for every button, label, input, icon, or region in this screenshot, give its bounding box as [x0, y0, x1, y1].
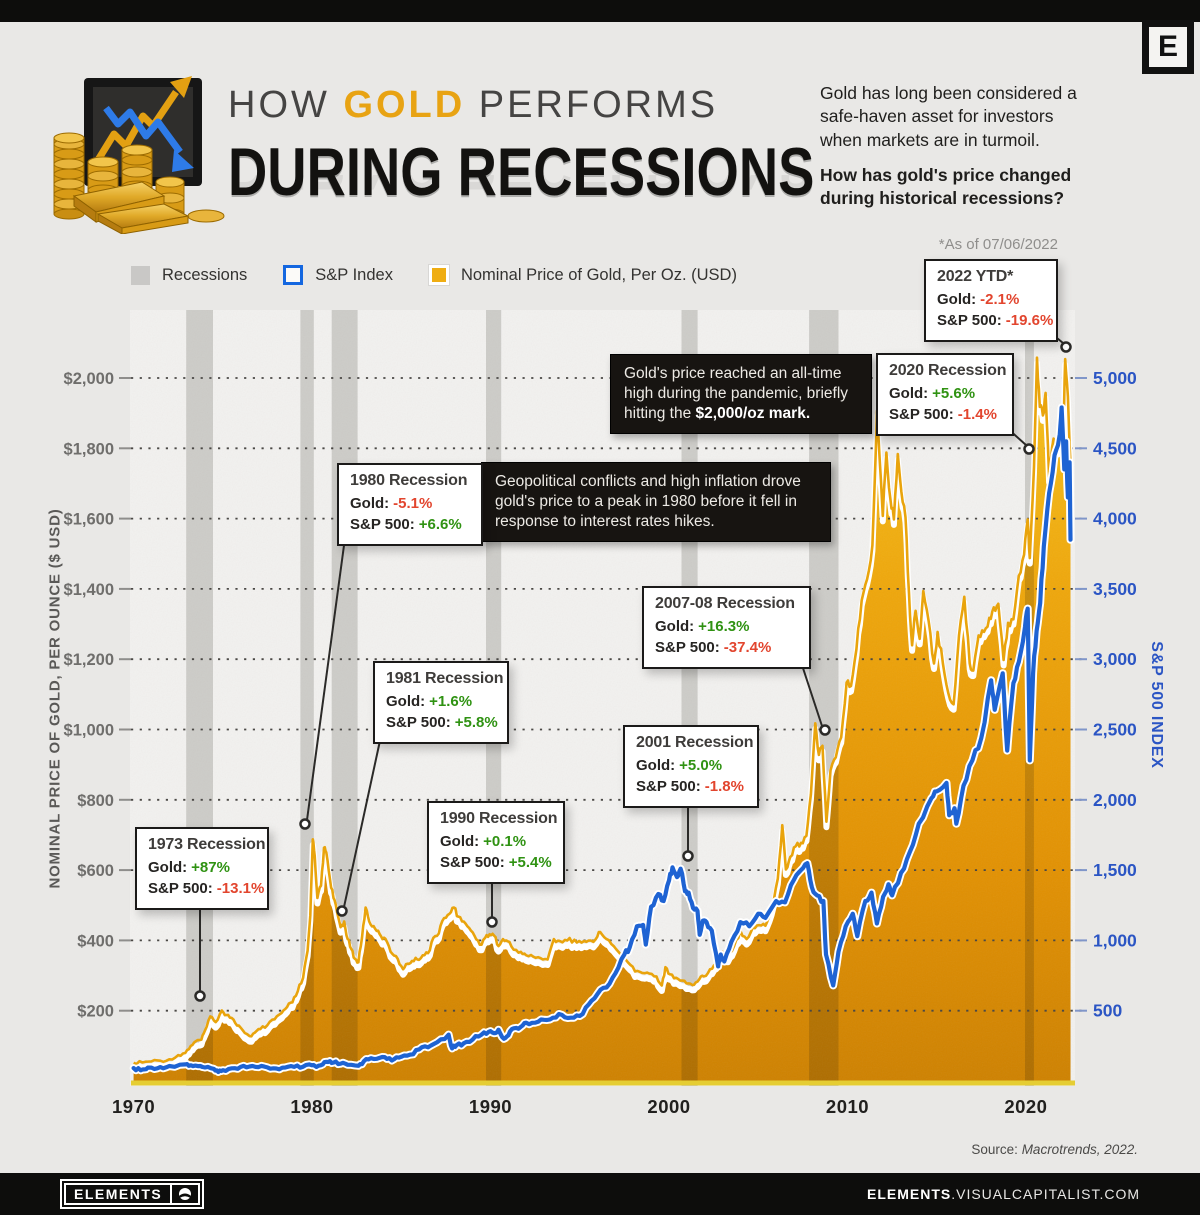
blue-arrow-icon	[103, 105, 183, 155]
elements-logo-icon	[172, 1183, 201, 1205]
callout-row-gold: Gold: +1.6%	[386, 693, 473, 710]
callout-row-sp: S&P 500: -13.1%	[148, 880, 265, 898]
intro-question: How has gold's price changed during hist…	[820, 164, 1072, 209]
footer-site-url: ELEMENTS.VISUALCAPITALIST.COM	[866, 1186, 1140, 1202]
eyebrow-post: PERFORMS	[465, 84, 719, 126]
legend-label: Recessions	[162, 265, 248, 284]
callout-title: 1990 Recession	[440, 810, 558, 827]
callout-1980-recession: 1980 Recession Gold: -5.1% S&P 500: +6.6%	[337, 463, 483, 546]
svg-text:1980: 1980	[290, 1096, 333, 1117]
legend-item-sp-index: S&P Index	[283, 265, 393, 285]
y-right-axis-title: S&P 500 INDEX	[1148, 641, 1165, 769]
callout-row-sp: S&P 500: -37.4%	[655, 639, 772, 657]
callout-row-sp: S&P 500: +5.4%	[440, 854, 552, 872]
svg-text:500: 500	[1093, 1001, 1122, 1021]
legend-label: S&P Index	[315, 265, 393, 284]
svg-text:2,500: 2,500	[1093, 720, 1137, 740]
svg-text:5,000: 5,000	[1093, 368, 1137, 388]
svg-text:2010: 2010	[826, 1096, 869, 1117]
note-text: Gold's price reached an all-time high du…	[624, 365, 849, 423]
callout-title: 1973 Recession	[148, 836, 266, 853]
note-text: Geopolitical conflicts and high inflatio…	[495, 473, 801, 531]
svg-text:2020: 2020	[1004, 1096, 1047, 1117]
svg-text:$1,200: $1,200	[64, 651, 114, 669]
callout-2020-recession: 2020 Recession Gold: +5.6% S&P 500: -1.4%	[876, 353, 1014, 436]
callout-row-sp: S&P 500: +6.6%	[350, 516, 462, 534]
svg-text:4,500: 4,500	[1093, 438, 1137, 458]
svg-text:$1,400: $1,400	[64, 581, 114, 599]
callout-2007-08-recession: 2007-08 Recession Gold: +16.3% S&P 500: -3…	[642, 586, 811, 669]
callout-2001-recession: 2001 Recession Gold: +5.0% S&P 500: -1.8%	[623, 725, 759, 808]
svg-text:1970: 1970	[112, 1096, 155, 1117]
callout-2022-ytd: 2022 YTD* Gold: -2.1% S&P 500: -19.6%	[924, 259, 1058, 342]
callout-title: 2007-08 Recession	[655, 595, 795, 612]
svg-text:3,000: 3,000	[1093, 649, 1137, 669]
note-pandemic-gold-high: Gold's price reached an all-time high du…	[610, 354, 872, 435]
svg-text:2000: 2000	[647, 1096, 690, 1117]
callout-title: 1981 Recession	[386, 670, 504, 687]
svg-text:$800: $800	[77, 792, 114, 810]
svg-text:$400: $400	[77, 932, 114, 950]
callout-title: 2022 YTD*	[937, 268, 1014, 285]
svg-text:1990: 1990	[469, 1096, 512, 1117]
callout-row-gold: Gold: -2.1%	[937, 291, 1020, 308]
callout-row-gold: Gold: +0.1%	[440, 833, 527, 850]
elements-logo: ELEMENTS	[60, 1179, 205, 1209]
as-of-note: *As of 07/06/2022	[938, 236, 1058, 253]
callout-row-gold: Gold: +16.3%	[655, 618, 750, 635]
callout-title: 1980 Recession	[350, 472, 468, 489]
gold-bars	[72, 181, 190, 234]
callout-1981-recession: 1981 Recession Gold: +1.6% S&P 500: +5.8%	[373, 661, 509, 744]
callout-title: 2001 Recession	[636, 734, 754, 751]
callout-row-sp: S&P 500: +5.8%	[386, 714, 498, 732]
header: HOW GOLD PERFORMS DURING RECESSIONS DURI…	[228, 84, 961, 235]
top-bar	[0, 0, 1200, 22]
svg-text:1,500: 1,500	[1093, 860, 1137, 880]
svg-text:3,500: 3,500	[1093, 579, 1137, 599]
callout-title: 2020 Recession	[889, 362, 1007, 379]
intro-block: Gold has long been considered a safe-hav…	[820, 82, 1090, 210]
svg-text:$200: $200	[77, 1003, 114, 1021]
y-left-axis-title: NOMINAL PRICE OF GOLD, PER OUNCE ($ USD)	[46, 508, 64, 889]
footer-bar: ELEMENTS ELEMENTS.VISUALCAPITALIST.COM	[0, 1173, 1200, 1215]
e-logo-letter: E	[1157, 30, 1178, 63]
callout-1973-recession: 1973 Recession Gold: +87% S&P 500: -13.1%	[135, 827, 269, 910]
callout-row-sp: S&P 500: -1.4%	[889, 406, 997, 424]
callout-1990-recession: 1990 Recession Gold: +0.1% S&P 500: +5.4%	[427, 801, 565, 884]
svg-text:$1,800: $1,800	[64, 440, 114, 458]
legend-label: Nominal Price of Gold, Per Oz. (USD)	[460, 265, 737, 284]
svg-text:$600: $600	[77, 862, 114, 880]
elements-e-logo: E	[1142, 20, 1194, 74]
svg-text:2,000: 2,000	[1093, 790, 1137, 810]
intro-paragraph: Gold has long been considered a safe-hav…	[820, 83, 1077, 150]
callout-row-gold: Gold: +5.6%	[889, 385, 976, 402]
svg-text:4,000: 4,000	[1093, 509, 1137, 529]
svg-text:$1,600: $1,600	[64, 511, 114, 529]
note-text-bold: $2,000/oz mark.	[695, 405, 811, 423]
legend-item-gold-price: Nominal Price of Gold, Per Oz. (USD)	[428, 265, 737, 285]
callout-row-gold: Gold: +87%	[148, 859, 230, 876]
callout-row-sp: S&P 500: -1.8%	[636, 778, 744, 796]
svg-text:$2,000: $2,000	[64, 370, 114, 388]
elements-logo-text: ELEMENTS	[64, 1183, 173, 1205]
callout-row-sp: S&P 500: -19.6%	[937, 312, 1054, 330]
recession-swatch-icon	[131, 265, 150, 285]
legend-item-recessions: Recessions	[131, 265, 248, 285]
legend: Recessions S&P Index Nominal Price of Go…	[131, 265, 773, 285]
sp-index-swatch-icon	[283, 265, 304, 285]
svg-text:$1,000: $1,000	[64, 722, 114, 740]
callout-row-gold: Gold: -5.1%	[350, 495, 433, 512]
gold-price-swatch-icon	[428, 265, 449, 285]
eyebrow-gold-highlight: GOLD	[343, 84, 466, 126]
note-1980-inflation: Geopolitical conflicts and high inflatio…	[481, 462, 831, 543]
headline-main: DURING RECESSIONS	[228, 134, 815, 210]
headline-eyebrow: HOW GOLD PERFORMS	[228, 84, 961, 127]
svg-text:1,000: 1,000	[1093, 930, 1137, 950]
callout-row-gold: Gold: +5.0%	[636, 757, 723, 774]
source-note: Source: Macrotrends, 2022.	[971, 1142, 1138, 1157]
eyebrow-pre: HOW	[228, 84, 344, 126]
gold-coins-illustration	[53, 76, 225, 234]
